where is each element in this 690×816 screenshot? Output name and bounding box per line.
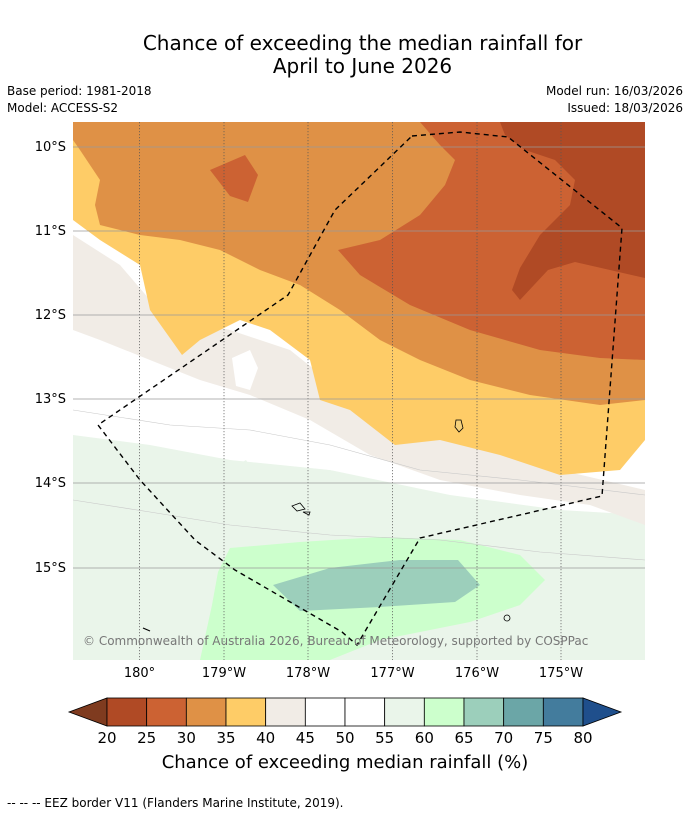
colorbar-tick-label: 20 xyxy=(97,729,116,747)
region-25-30 xyxy=(338,122,645,360)
region-40-45 xyxy=(73,235,645,525)
region-25-30-patch xyxy=(210,155,258,202)
colorbar-tick-label: 40 xyxy=(256,729,275,747)
island xyxy=(454,419,464,433)
meta-right: Model run: 16/03/2026 Issued: 18/03/2026 xyxy=(546,83,683,117)
lon-label: 178°W xyxy=(286,666,330,681)
eez-footnote: -- -- -- EEZ border V11 (Flanders Marine… xyxy=(7,796,344,810)
colorbar-tick-label: 60 xyxy=(415,729,434,747)
lon-label: 176°W xyxy=(455,666,499,681)
colorbar-tick-label: 80 xyxy=(573,729,592,747)
colorbar-tick-label: 35 xyxy=(216,729,235,747)
colorbar-swatch xyxy=(106,697,148,727)
meta-left: Base period: 1981-2018 Model: ACCESS-S2 xyxy=(7,83,152,117)
contour-line xyxy=(73,409,645,496)
colorbar-swatch xyxy=(503,697,544,727)
lat-label: 12°S xyxy=(35,308,66,323)
title-line-2: April to June 2026 xyxy=(272,54,453,78)
lat-label: 15°S xyxy=(35,561,66,576)
contour-line xyxy=(73,499,645,561)
colorbar: 20 25 30 35 40 45 50 55 60 65 70 75 80 xyxy=(67,697,623,747)
lon-label: 177°W xyxy=(370,666,414,681)
colorbar-tick-label: 75 xyxy=(534,729,553,747)
colorbar-swatch xyxy=(384,697,425,727)
lat-label: 11°S xyxy=(35,224,66,239)
colorbar-extend-low xyxy=(67,697,108,727)
colorbar-swatch xyxy=(463,697,505,727)
colorbar-tick-label: 50 xyxy=(335,729,354,747)
colorbar-tick-label: 70 xyxy=(494,729,513,747)
colorbar-title: Chance of exceeding median rainfall (%) xyxy=(161,752,529,773)
model-run: Model run: 16/03/2026 xyxy=(545,84,683,98)
colorbar-swatch xyxy=(185,697,227,727)
title-line-1: Chance of exceeding the median rainfall … xyxy=(142,31,583,55)
colorbar-tick-label: 25 xyxy=(137,729,156,747)
lat-label: 10°S xyxy=(35,140,66,155)
colorbar-swatch xyxy=(304,697,346,727)
colorbar-extend-high xyxy=(582,697,623,727)
issued-date: Issued: 18/03/2026 xyxy=(567,101,683,115)
colorbar-swatch xyxy=(265,697,306,727)
lat-label: 13°S xyxy=(35,392,66,407)
green-patch xyxy=(236,460,252,476)
lon-labels: 180° 179°W 178°W 177°W 176°W 175°W xyxy=(124,666,583,681)
base-period: Base period: 1981-2018 xyxy=(7,84,152,98)
lon-label: 180° xyxy=(124,666,155,681)
map-area xyxy=(73,122,645,660)
lon-label: 179°W xyxy=(202,666,246,681)
chart-title: Chance of exceeding the median rainfall … xyxy=(0,32,690,78)
colorbar-tick-label: 55 xyxy=(375,729,394,747)
island xyxy=(302,511,311,516)
colorbar-tick-label: 45 xyxy=(296,729,315,747)
island xyxy=(142,627,151,632)
colorbar-tick-label: 30 xyxy=(177,729,196,747)
colorbar-swatch xyxy=(542,697,584,727)
parallel-lines xyxy=(73,146,645,569)
white-patch xyxy=(232,350,258,390)
colorbar-swatch xyxy=(344,697,386,727)
region-65-70 xyxy=(273,560,480,611)
model-name: Model: ACCESS-S2 xyxy=(7,101,119,115)
lat-labels: 10°S 11°S 12°S 13°S 14°S 15°S xyxy=(35,140,66,576)
colorbar-swatch xyxy=(225,697,267,727)
island xyxy=(503,614,511,622)
region-20-25 xyxy=(500,122,645,300)
colorbar-swatch xyxy=(146,697,187,727)
lon-label: 175°W xyxy=(539,666,583,681)
copyright-text: © Commonwealth of Australia 2026, Bureau… xyxy=(83,634,588,648)
island xyxy=(291,502,306,512)
eez-border xyxy=(96,131,623,647)
lat-label: 14°S xyxy=(35,476,66,491)
colorbar-tick-label: 65 xyxy=(454,729,473,747)
colorbar-swatch xyxy=(423,697,465,727)
